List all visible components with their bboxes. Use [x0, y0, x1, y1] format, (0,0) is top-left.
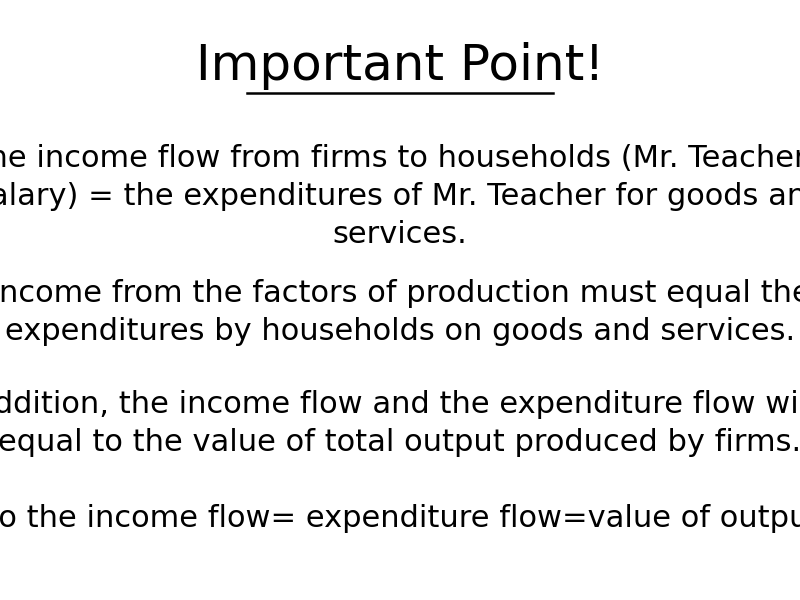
Text: Important Point!: Important Point! [196, 42, 604, 90]
Text: In addition, the income flow and the expenditure flow will be
equal to the value: In addition, the income flow and the exp… [0, 390, 800, 457]
Text: So the income flow= expenditure flow=value of output: So the income flow= expenditure flow=val… [0, 504, 800, 533]
Text: Income from the factors of production must equal the
expenditures by households : Income from the factors of production mu… [0, 279, 800, 346]
Text: The income flow from firms to households (Mr. Teacher's
salary) = the expenditur: The income flow from firms to households… [0, 144, 800, 250]
